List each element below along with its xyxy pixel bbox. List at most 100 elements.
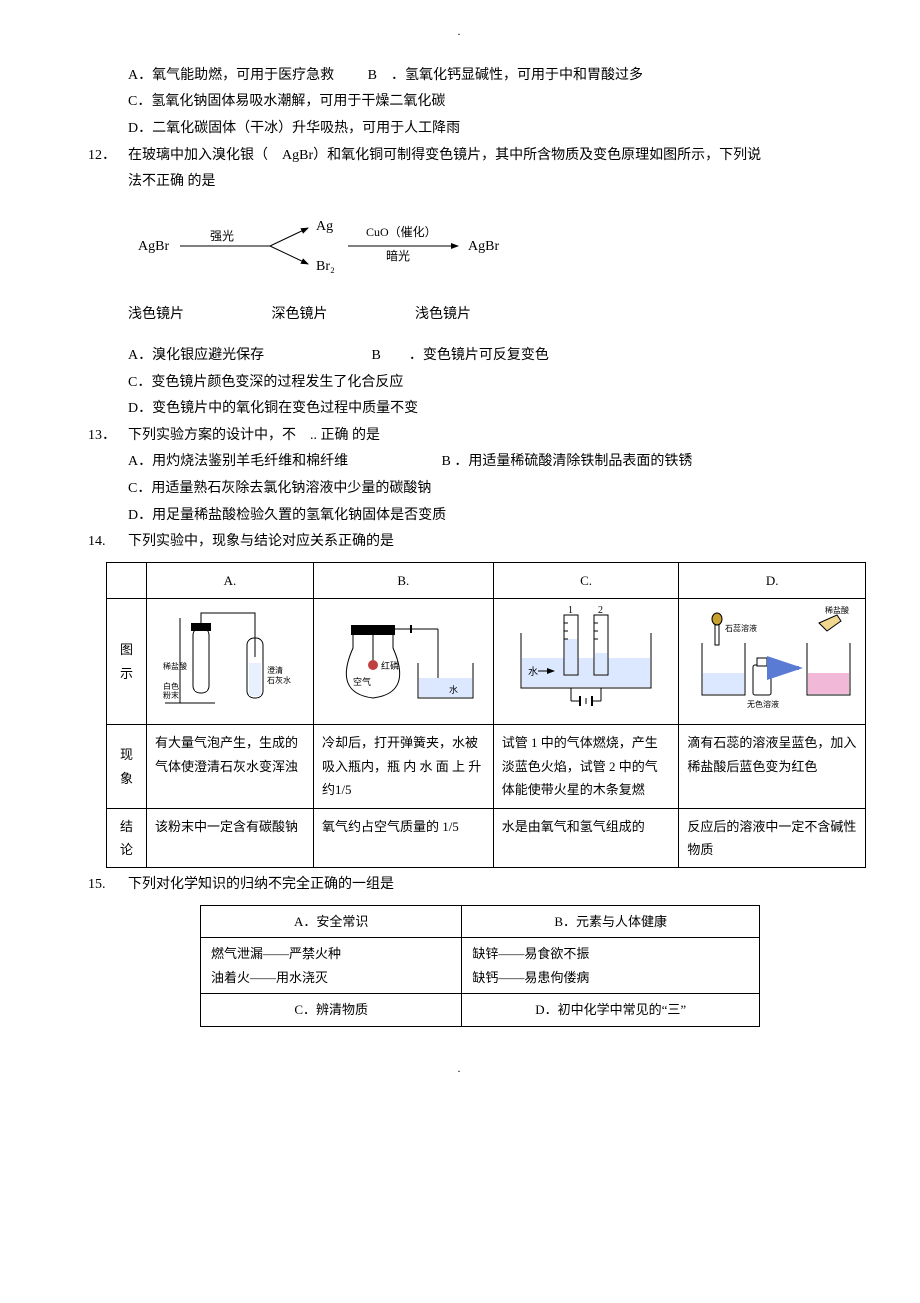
q14: 14.下列实验中，现象与结论对应关系正确的是 — [70, 529, 850, 556]
d-ag: Ag — [316, 219, 333, 234]
d-agbr-r: AgBr — [468, 239, 499, 254]
q14-img-d: 石蕊溶液 无色溶液 稀盐酸 — [679, 599, 866, 725]
q11-opt-b: B ．氢氧化钙显碱性，可用于中和胃酸过多 — [368, 63, 643, 90]
q14-h-c: C. — [493, 562, 679, 598]
svg-text:2: 2 — [598, 605, 603, 616]
q12-stem2: 法不正确 的是 — [70, 169, 850, 196]
q14-conc-row: 结论 该粉末中一定含有碳酸钠 氧气约占空气质量的 1/5 水是由氧气和氢气组成的… — [107, 808, 866, 868]
q15-B2: 缺钙——易患佝偻病 — [472, 966, 749, 989]
q12-stem2-text: 法不正确 的是 — [128, 174, 216, 189]
q14-conc-c: 水是由氧气和氢气组成的 — [493, 808, 679, 868]
q15-Ah: A．安全常识 — [201, 906, 462, 938]
d-agbr-l: AgBr — [138, 239, 169, 254]
svg-text:空气: 空气 — [353, 676, 371, 687]
q15-Ch: C．辨清物质 — [201, 994, 462, 1026]
d-cuo: CuO（催化） — [366, 225, 437, 239]
q12-stem: 在玻璃中加入溴化银（ AgBr）和氧化铜可制得变色镜片，其中所含物质及变色原理如… — [128, 148, 761, 163]
q11-opt-a: A．氧气能助燃，可用于医疗急救 — [128, 63, 334, 90]
q14-img-b: 红磷 空气 水 — [313, 599, 493, 725]
q15-B1: 缺锌——易食欲不振 — [472, 942, 749, 965]
d-lab-l: 浅色镜片 — [128, 302, 268, 329]
q14-phen-b: 冷却后，打开弹簧夹，水被吸入瓶内，瓶 内 水 面 上 升 约1/5 — [313, 725, 493, 808]
q14-h-d: D. — [679, 562, 866, 598]
q14-img-c: 1 2 水 — [493, 599, 679, 725]
svg-text:白色: 白色 — [163, 681, 179, 691]
q12-opt-b: B ．变色镜片可反复变色 — [372, 343, 549, 370]
q14-h-b: B. — [313, 562, 493, 598]
svg-text:无色溶液: 无色溶液 — [747, 699, 779, 709]
q13-opt-a: A．用灼烧法鉴别羊毛纤维和棉纤维 — [128, 449, 408, 476]
q15-num: 15. — [88, 872, 128, 899]
q13-opt-d: D．用足量稀盐酸检验久置的氢氧化钠固体是否变质 — [70, 503, 850, 530]
d-br2: Br₂ — [316, 259, 335, 274]
svg-text:水: 水 — [528, 666, 538, 678]
q14-conc-a: 该粉末中一定含有碳酸钠 — [147, 808, 314, 868]
q14-img-a: 稀盐酸 白色 粉末 澄清 石灰水 — [147, 599, 314, 725]
q15-A: 燃气泄漏——严禁火种 油着火——用水浇灭 — [201, 938, 462, 994]
q15-table: A．安全常识 B．元素与人体健康 燃气泄漏——严禁火种 油着火——用水浇灭 缺锌… — [200, 905, 760, 1027]
q14-header-row: A. B. C. D. — [107, 562, 866, 598]
q11-options-ab: A．氧气能助燃，可用于医疗急救 B ．氢氧化钙显碱性，可用于中和胃酸过多 — [70, 63, 850, 90]
svg-text:石蕊溶液: 石蕊溶液 — [725, 623, 757, 633]
svg-text:1: 1 — [568, 605, 573, 616]
footer-dot: . — [70, 1057, 850, 1080]
svg-text:澄清: 澄清 — [267, 665, 283, 675]
q12-opt-d: D．变色镜片中的氧化铜在变色过程中质量不变 — [70, 396, 850, 423]
q12-diagram-svg: AgBr 强光 Ag Br₂ CuO（催化） 暗光 AgBr — [128, 206, 548, 286]
header-dot: . — [70, 20, 850, 43]
q15-A2: 油着火——用水浇灭 — [211, 966, 451, 989]
expD-svg: 石蕊溶液 无色溶液 稀盐酸 — [687, 603, 857, 713]
expB-svg: 红磷 空气 水 — [323, 603, 483, 713]
q13-options-ab: A．用灼烧法鉴别羊毛纤维和棉纤维 B ．用适量稀硫酸清除铁制品表面的铁锈 — [70, 449, 850, 476]
q15-r3: C．辨清物质 D．初中化学中常见的“三” — [201, 994, 760, 1026]
q12-dlabels: 浅色镜片 深色镜片 浅色镜片 — [70, 302, 850, 329]
q14-rl-phen: 现象 — [107, 725, 147, 808]
q15-r1: A．安全常识 B．元素与人体健康 — [201, 906, 760, 938]
q14-h-blank — [107, 562, 147, 598]
q12: 12．在玻璃中加入溴化银（ AgBr）和氧化铜可制得变色镜片，其中所含物质及变色… — [70, 143, 850, 170]
q14-rl-img: 图示 — [107, 599, 147, 725]
q14-conc-d: 反应后的溶液中一定不含碱性物质 — [679, 808, 866, 868]
q12-options-ab: A．溴化银应避光保存 B ．变色镜片可反复变色 — [70, 343, 850, 370]
svg-text:石灰水: 石灰水 — [267, 675, 291, 685]
q14-phen-d: 滴有石蕊的溶液呈蓝色，加入稀盐酸后蓝色变为红色 — [679, 725, 866, 808]
q12-diagram: AgBr 强光 Ag Br₂ CuO（催化） 暗光 AgBr — [70, 206, 850, 297]
q14-conc-b: 氧气约占空气质量的 1/5 — [313, 808, 493, 868]
expA-svg: 稀盐酸 白色 粉末 澄清 石灰水 — [155, 603, 305, 713]
svg-text:水: 水 — [449, 684, 458, 695]
q15-A1: 燃气泄漏——严禁火种 — [211, 942, 451, 965]
q12-opt-c: C．变色镜片颜色变深的过程发生了化合反应 — [70, 370, 850, 397]
q14-phen-c: 试管 1 中的气体燃烧，产生淡蓝色火焰，试管 2 中的气体能使带火星的木条复燃 — [493, 725, 679, 808]
q15-B: 缺锌——易食欲不振 缺钙——易患佝偻病 — [462, 938, 760, 994]
svg-text:粉末: 粉末 — [163, 690, 179, 700]
q14-img-row: 图示 稀盐酸 白色 粉末 澄清 石灰水 — [107, 599, 866, 725]
q15-stem: 下列对化学知识的归纳不完全正确的一组是 — [128, 877, 394, 892]
q11-opt-c: C．氢氧化钠固体易吸水潮解，可用于干燥二氧化碳 — [70, 89, 850, 116]
q11-opt-d: D．二氧化碳固体（干冰）升华吸热，可用于人工降雨 — [70, 116, 850, 143]
q13: 13．下列实验方案的设计中，不 .. 正确 的是 — [70, 423, 850, 450]
svg-text:稀盐酸: 稀盐酸 — [825, 605, 849, 615]
q14-num: 14. — [88, 529, 128, 556]
q15-Bh: B．元素与人体健康 — [462, 906, 760, 938]
q13-num: 13． — [88, 423, 128, 450]
q13-stem: 下列实验方案的设计中，不 .. 正确 的是 — [128, 428, 380, 443]
q12-num: 12． — [88, 143, 128, 170]
q14-stem: 下列实验中，现象与结论对应关系正确的是 — [128, 534, 394, 549]
d-lab-r: 浅色镜片 — [415, 302, 545, 329]
q14-rl-conc: 结论 — [107, 808, 147, 868]
q14-phen-a: 有大量气泡产生，生成的气体使澄清石灰水变浑浊 — [147, 725, 314, 808]
q13-opt-c: C．用适量熟石灰除去氯化钠溶液中少量的碳酸钠 — [70, 476, 850, 503]
d-lab-m: 深色镜片 — [272, 302, 412, 329]
expC-svg: 1 2 水 — [506, 603, 666, 713]
q12-opt-a: A．溴化银应避光保存 — [128, 343, 338, 370]
d-strong-light: 强光 — [210, 229, 234, 243]
d-dark: 暗光 — [386, 248, 410, 263]
svg-text:红磷: 红磷 — [381, 660, 399, 671]
q14-table: A. B. C. D. 图示 稀盐酸 白色 粉末 澄 — [106, 562, 866, 869]
svg-text:稀盐酸: 稀盐酸 — [163, 661, 187, 671]
q14-phen-row: 现象 有大量气泡产生，生成的气体使澄清石灰水变浑浊 冷却后，打开弹簧夹，水被吸入… — [107, 725, 866, 808]
q14-h-a: A. — [147, 562, 314, 598]
q13-opt-b: B ．用适量稀硫酸清除铁制品表面的铁锈 — [442, 449, 693, 476]
q15-r2: 燃气泄漏——严禁火种 油着火——用水浇灭 缺锌——易食欲不振 缺钙——易患佝偻病 — [201, 938, 760, 994]
q15-Dh: D．初中化学中常见的“三” — [462, 994, 760, 1026]
